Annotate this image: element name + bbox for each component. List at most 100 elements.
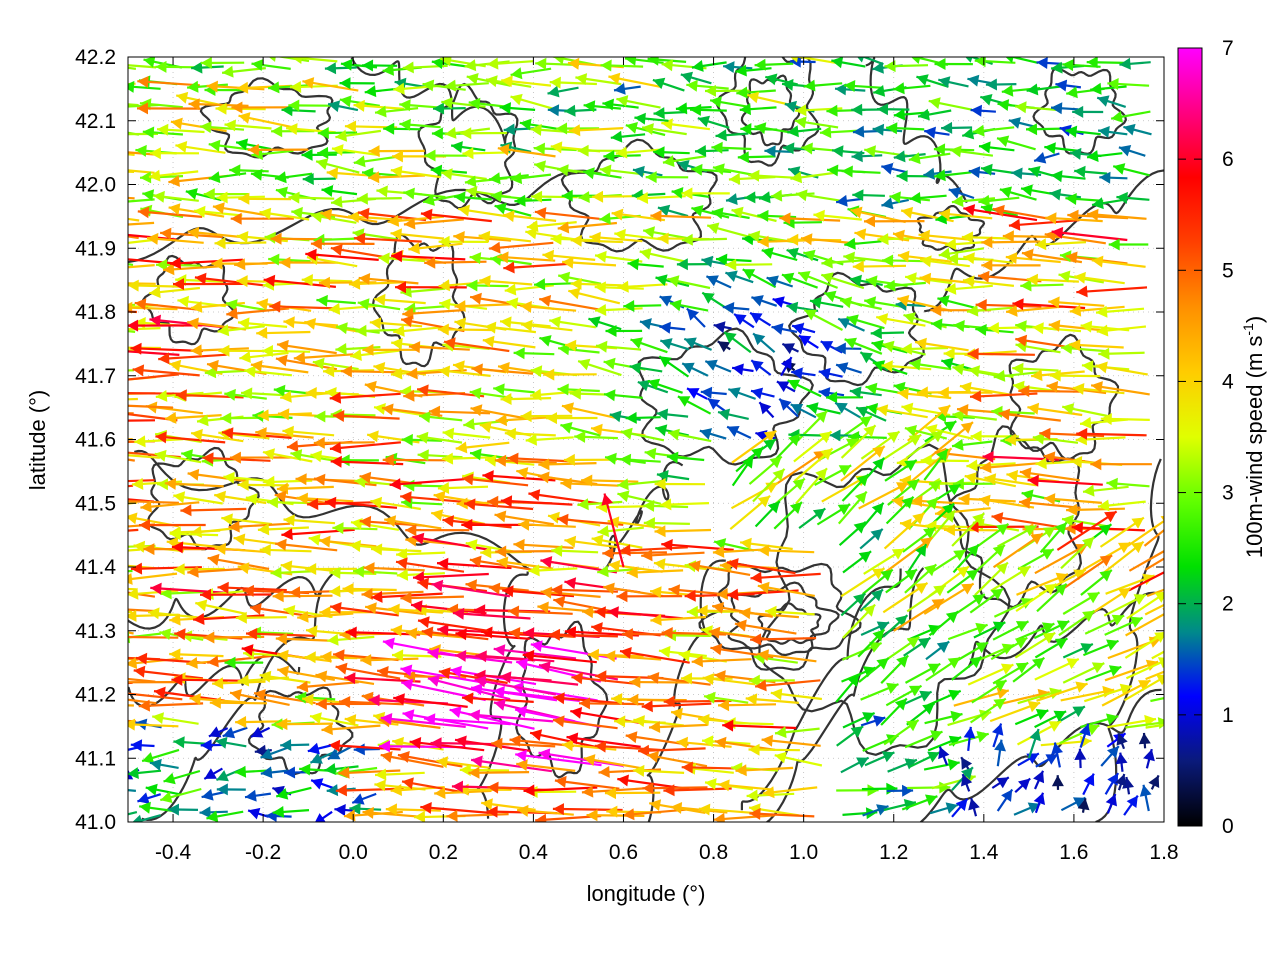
wind-vectors: [115, 57, 1164, 822]
wind-vector-head: [502, 585, 514, 598]
wind-vector-head: [283, 514, 295, 527]
wind-vector-head: [963, 726, 976, 739]
wind-vector-head: [537, 471, 550, 484]
wind-vector-head: [967, 74, 980, 87]
wind-vector-head: [1138, 732, 1151, 745]
terrain-contour: [600, 461, 684, 573]
wind-vector-head: [1072, 706, 1085, 718]
wind-vector-head: [981, 236, 993, 249]
wind-vector-head: [391, 337, 403, 350]
wind-vector-head: [896, 170, 908, 183]
wind-vector-head: [781, 272, 795, 284]
wind-vector-head: [934, 169, 946, 182]
wind-vector-head: [383, 122, 395, 135]
wind-vector-head: [230, 212, 242, 225]
wind-vector-head: [281, 104, 293, 117]
wind-vector-head: [592, 190, 604, 203]
wind-vector-head: [606, 805, 618, 818]
wind-vector-head: [858, 551, 872, 563]
wind-vector-head: [872, 629, 885, 642]
wind-vector-head: [901, 402, 914, 415]
wind-vector-head: [149, 286, 161, 299]
wind-vector-head: [180, 504, 192, 517]
wind-vector-head: [533, 142, 545, 155]
wind-vector: [128, 548, 140, 552]
wind-vector-head: [605, 325, 617, 337]
wind-vector-head: [1039, 427, 1051, 440]
wind-vector-head: [400, 285, 412, 298]
wind-vector-head: [1054, 522, 1067, 535]
wind-vector-head: [819, 431, 832, 444]
wind-vector-head: [782, 142, 795, 155]
wind-vector-head: [200, 121, 212, 134]
wind-vector-head: [396, 548, 408, 561]
wind-vector-head: [328, 739, 341, 752]
wind-vector-head: [647, 57, 659, 66]
wind-vector-head: [239, 351, 251, 363]
wind-vector-head: [390, 228, 402, 241]
wind-vector-head: [520, 410, 532, 423]
wind-vector-head: [1123, 123, 1136, 136]
wind-vector-head: [906, 479, 920, 491]
wind-vector-head: [744, 191, 756, 204]
wind-vector-head: [627, 258, 639, 271]
wind-vector-head: [268, 57, 276, 62]
wind-vector-head: [1015, 621, 1029, 632]
wind-vector-head: [142, 189, 155, 202]
wind-vector-head: [431, 579, 444, 592]
wind-vector-head: [681, 187, 693, 200]
wind-vector-head: [115, 447, 126, 459]
wind-vector-head: [272, 590, 284, 603]
wind-vector-head: [668, 428, 680, 441]
wind-vector-head: [226, 307, 238, 320]
wind-vector-head: [702, 673, 715, 685]
wind-vector: [400, 495, 469, 504]
terrain-contour: [134, 449, 536, 573]
wind-vector: [493, 647, 577, 660]
wind-vector-head: [236, 231, 249, 243]
wind-vector-head: [484, 321, 497, 334]
wind-vector: [133, 669, 204, 680]
wind-vector-head: [826, 391, 838, 404]
wind-vector-head: [236, 138, 249, 151]
wind-vector-head: [255, 427, 267, 440]
wind-vector-head: [1045, 212, 1057, 225]
wind-vector-head: [748, 743, 760, 756]
wind-vector-head: [591, 423, 603, 436]
wind-vector: [128, 789, 137, 792]
wind-vector-head: [869, 641, 882, 653]
wind-vector-head: [998, 408, 1011, 421]
wind-vector-head: [399, 99, 411, 112]
wind-vector-head: [504, 283, 517, 296]
wind-vector-head: [1042, 632, 1056, 644]
wind-vector-head: [1096, 305, 1108, 318]
wind-vector: [1144, 603, 1164, 616]
wind-vector-head: [714, 670, 726, 682]
wind-vector-head: [962, 275, 975, 288]
wind-vector-head: [652, 77, 666, 90]
wind-vector-head: [565, 339, 577, 352]
wind-vector: [468, 713, 554, 723]
wind-vector-head: [1080, 416, 1092, 429]
wind-vector-head: [924, 564, 937, 577]
wind-vector-head: [306, 625, 318, 638]
wind-vector: [128, 458, 135, 462]
wind-vector: [128, 198, 155, 203]
wind-vector: [128, 610, 133, 614]
wind-vector-head: [961, 757, 973, 770]
wind-vector-head: [1054, 583, 1067, 596]
wind-vector-head: [731, 206, 744, 219]
wind-vector-head: [216, 783, 228, 796]
wind-vector-head: [518, 518, 530, 531]
wind-vector-head: [289, 586, 301, 599]
wind-vector-head: [846, 314, 859, 327]
wind-vector: [128, 349, 137, 352]
wind-vector-head: [1008, 218, 1021, 231]
wind-vector: [131, 814, 161, 822]
wind-vector-head: [494, 510, 507, 523]
wind-vector-head: [497, 251, 509, 264]
wind-vector-head: [254, 689, 266, 701]
wind-vector: [128, 221, 155, 226]
wind-vector-head: [616, 590, 628, 603]
